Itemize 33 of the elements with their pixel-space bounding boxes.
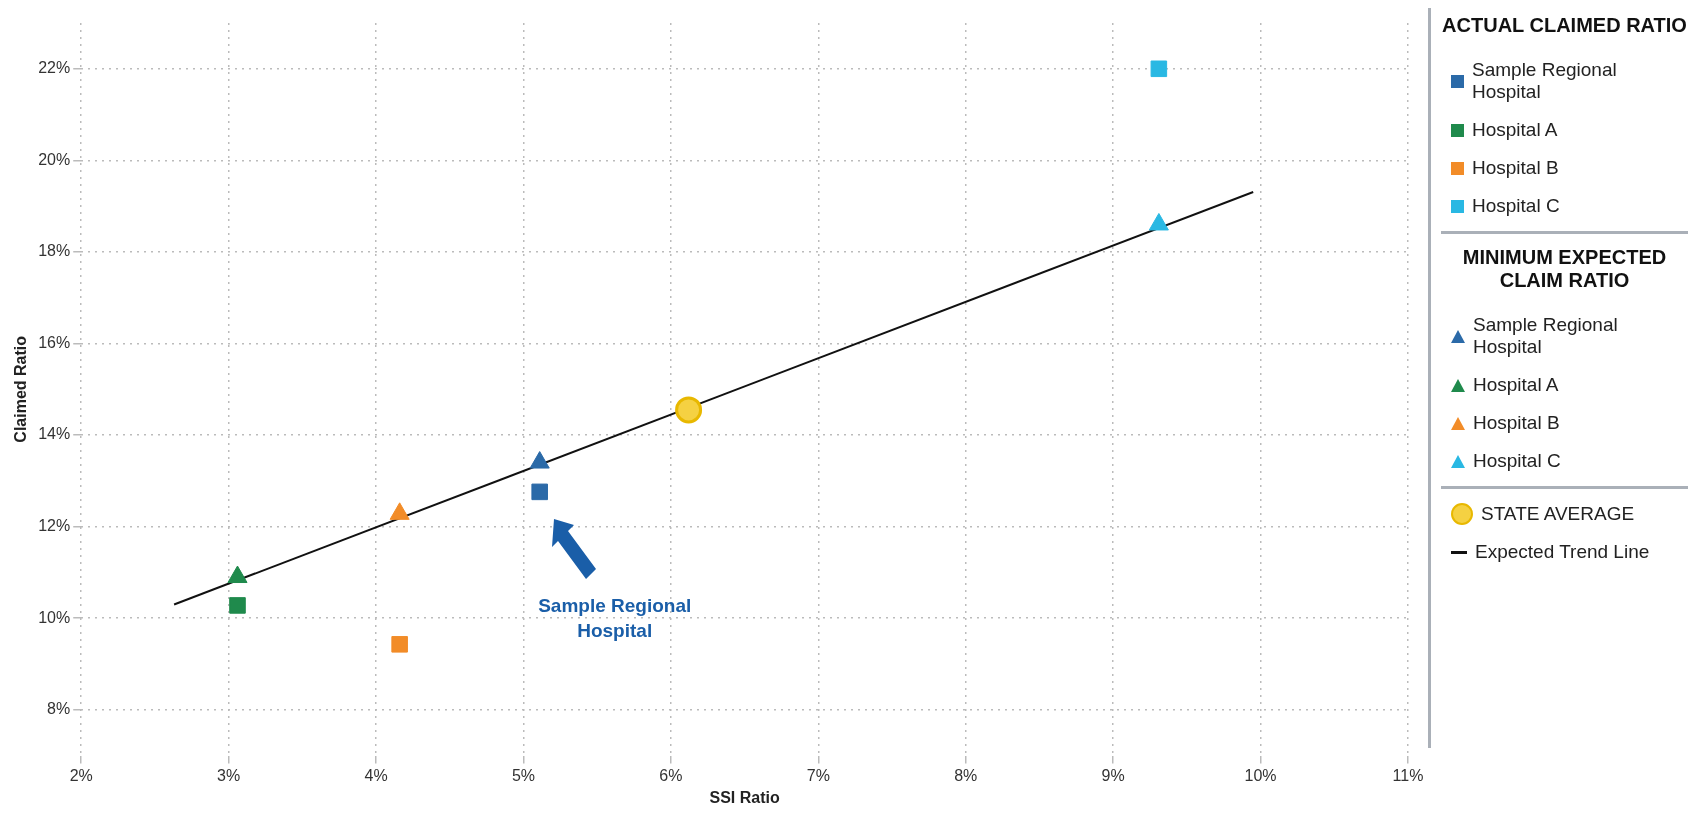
x-tick-label: 10%	[1244, 766, 1277, 784]
legend-label: Hospital A	[1472, 119, 1558, 141]
x-tick-label: 7%	[806, 766, 830, 784]
legend-label: Hospital C	[1473, 450, 1561, 472]
legend-label: STATE AVERAGE	[1481, 503, 1635, 525]
x-tick-label: 5%	[511, 766, 536, 784]
annotation: Sample Regional Hospital	[538, 594, 692, 641]
y-tick-label: 14%	[38, 425, 71, 443]
x-tick-label: 4%	[364, 766, 388, 784]
y-tick-label: 16%	[38, 333, 71, 351]
y-axis-title: Claimed Ratio	[12, 335, 30, 443]
legend-label: Hospital B	[1472, 157, 1559, 179]
legend-label: Sample Regional Hospital	[1472, 59, 1618, 103]
x-tick-label: 3%	[217, 766, 241, 784]
y-tick-label: 10%	[38, 608, 71, 626]
x-tick-label: 8%	[954, 766, 978, 784]
x-tick-label: 2%	[69, 766, 93, 784]
x-tick-label: 9%	[1101, 766, 1125, 784]
legend-label: Sample Regional Hospital	[1473, 314, 1619, 358]
x-tick-label: 11%	[1392, 766, 1424, 784]
legend-label: Hospital A	[1473, 374, 1559, 396]
legend-label: Hospital C	[1472, 195, 1560, 217]
y-tick-label: 22%	[38, 59, 71, 77]
y-tick-label: 20%	[38, 150, 71, 168]
legend-label: Expected Trend Line	[1475, 541, 1650, 563]
x-axis-title: SSI Ratio	[709, 788, 780, 806]
y-tick-label: 12%	[38, 517, 71, 535]
legend-label: Hospital B	[1473, 412, 1560, 434]
text: MINIMUM EXPECTED CLAIM RATIO	[1461, 246, 1668, 292]
y-tick-label: 8%	[47, 700, 71, 718]
legend-title: ACTUAL CLAIMED RATIO	[1441, 14, 1688, 37]
y-tick-label: 18%	[38, 242, 71, 260]
x-tick-label: 6%	[659, 766, 683, 784]
